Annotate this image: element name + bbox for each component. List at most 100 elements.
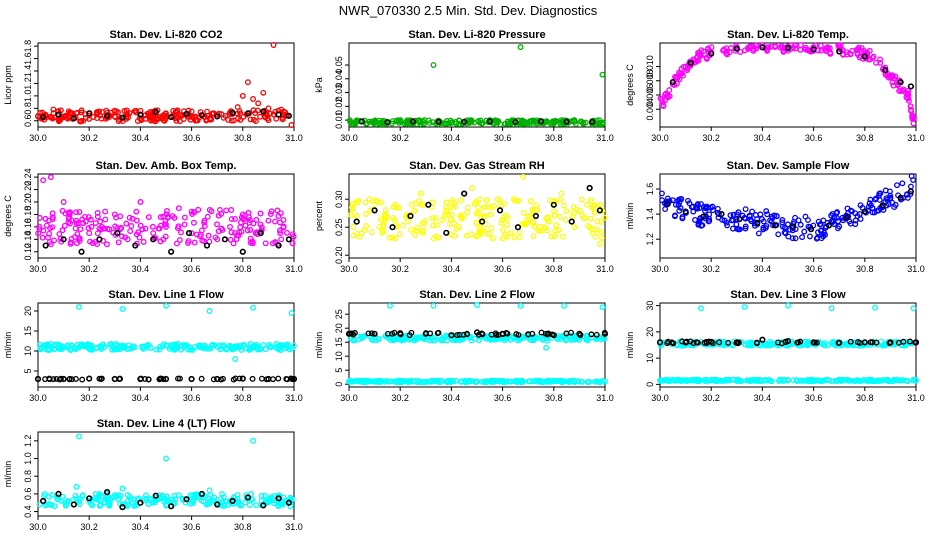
panel-title: Stan. Dev. Gas Stream RH	[409, 160, 545, 172]
data-point	[432, 215, 439, 222]
data-point	[792, 235, 799, 242]
data-point	[86, 230, 93, 237]
data-point	[861, 339, 868, 346]
data-point	[563, 336, 570, 343]
data-point	[425, 201, 432, 208]
y-tick-label: 1.0	[23, 452, 33, 465]
data-point	[593, 331, 600, 338]
data-point	[597, 229, 604, 236]
data-point	[433, 222, 440, 229]
data-point	[825, 222, 833, 229]
data-point	[530, 117, 537, 124]
data-point	[50, 106, 57, 113]
data-point	[492, 330, 499, 337]
data-point	[741, 303, 748, 310]
data-point	[253, 216, 260, 223]
data-point	[687, 59, 694, 67]
data-point	[775, 231, 782, 238]
data-point	[703, 213, 710, 220]
data-point	[198, 375, 205, 382]
data-point	[601, 330, 609, 337]
data-point	[153, 346, 160, 353]
data-point	[78, 341, 85, 348]
data-point	[268, 208, 275, 215]
y-axis-label: degrees C	[625, 64, 635, 106]
data-point	[203, 501, 210, 508]
data-point	[275, 242, 282, 249]
data-point	[448, 332, 455, 339]
data-point	[59, 227, 66, 234]
data-point	[430, 222, 437, 229]
data-point	[407, 377, 414, 384]
y-tick-label: 0.6	[23, 488, 33, 501]
data-point	[907, 103, 914, 110]
data-point	[168, 113, 175, 121]
data-point	[475, 204, 481, 211]
data-point	[714, 205, 721, 212]
data-point	[289, 240, 296, 247]
data-point	[568, 218, 575, 225]
data-point	[907, 188, 914, 195]
series-average	[42, 230, 292, 255]
data-point	[836, 223, 843, 230]
data-point	[602, 378, 608, 385]
x-tick-label: 30.6	[183, 522, 201, 532]
data-point	[54, 341, 61, 348]
data-point	[247, 239, 254, 246]
data-point	[755, 230, 762, 237]
data-point	[486, 118, 493, 125]
data-point	[60, 236, 67, 243]
y-axis-label: kPa	[314, 77, 324, 93]
data-point	[460, 331, 467, 338]
data-point	[361, 333, 368, 340]
data-point	[391, 217, 398, 224]
data-point	[527, 336, 533, 343]
data-point	[676, 207, 683, 214]
data-point	[734, 211, 740, 218]
y-axis-label: Licor ppm	[3, 65, 13, 105]
data-point	[772, 42, 779, 49]
x-tick-label: 30.6	[494, 393, 512, 403]
data-point	[560, 202, 567, 209]
data-point	[174, 225, 181, 232]
data-point	[543, 344, 550, 351]
data-point	[379, 227, 386, 234]
series-low	[346, 377, 608, 386]
data-point	[572, 336, 579, 343]
data-point	[220, 494, 227, 501]
data-point	[64, 342, 71, 349]
data-point	[514, 198, 521, 204]
data-point	[73, 209, 80, 216]
data-point	[137, 499, 144, 506]
data-point	[530, 233, 537, 240]
y-tick-label: 1.2	[645, 233, 655, 246]
data-point	[665, 94, 671, 101]
data-point	[659, 197, 666, 204]
data-point	[228, 117, 235, 124]
data-point	[42, 242, 49, 249]
data-point	[156, 346, 163, 353]
x-tick-label: 31.0	[285, 133, 303, 143]
data-point	[147, 496, 154, 503]
data-point	[257, 346, 264, 353]
data-point	[730, 211, 737, 218]
y-tick-label: 20	[334, 323, 344, 333]
series-all	[657, 42, 917, 127]
data-point	[535, 378, 542, 385]
y-tick-label: 0.22	[23, 181, 33, 199]
x-tick-label: 30.2	[702, 393, 720, 403]
data-point	[499, 227, 506, 233]
series-all	[658, 173, 917, 242]
data-point	[588, 215, 594, 222]
data-point	[47, 174, 54, 181]
data-point	[127, 228, 134, 235]
data-point	[439, 217, 446, 224]
data-point	[847, 338, 854, 345]
data-point	[763, 208, 770, 215]
data-point	[481, 204, 488, 211]
data-point	[900, 338, 907, 345]
y-tick-label: 1.4	[645, 208, 655, 221]
data-point	[719, 217, 726, 223]
data-point	[498, 220, 505, 227]
